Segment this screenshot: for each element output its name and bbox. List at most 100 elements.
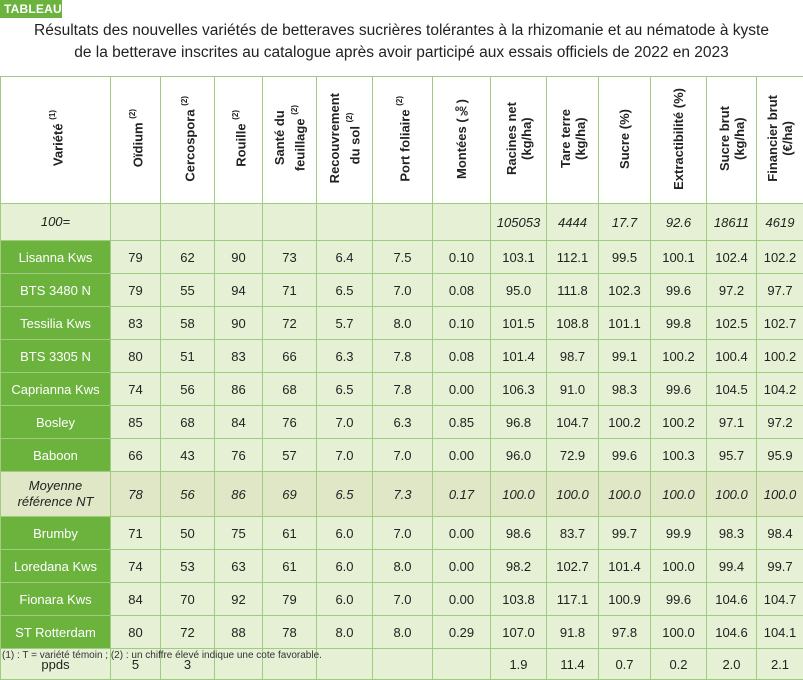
title-line-2: de la betterave inscrites au catalogue a… — [0, 42, 803, 64]
cell-sucre-brut: 99.4 — [707, 550, 757, 583]
column-header-label: Port foliaire (2) — [392, 96, 412, 182]
cell-extractibilite: 100.2 — [651, 406, 707, 439]
cell-sante-du: 73 — [263, 241, 317, 274]
cell-rouille: 88 — [215, 616, 263, 649]
cell-sucre-brut: 102.4 — [707, 241, 757, 274]
column-header-variete: Variété (1) — [1, 77, 111, 204]
variety-name: BTS 3305 N — [1, 340, 111, 373]
cell-racines-net: 98.6 — [491, 517, 547, 550]
variety-name: Fionara Kws — [1, 583, 111, 616]
cell-cercospora: 51 — [161, 340, 215, 373]
column-header-extractibilite: Extractibilité (%) — [651, 77, 707, 204]
cell-montees: 0.08 — [433, 274, 491, 307]
cell-extractibilite: 92.6 — [651, 204, 707, 241]
cell-recouvrement: 6.3 — [317, 340, 373, 373]
column-header-label: Racines net(kg/ha) — [504, 102, 534, 175]
cell-extractibilite: 99.6 — [651, 373, 707, 406]
cell-sucre-brut: 100.4 — [707, 340, 757, 373]
cell-recouvrement: 8.0 — [317, 616, 373, 649]
cell-tare-terre: 98.7 — [547, 340, 599, 373]
cell-recouvrement: 6.5 — [317, 274, 373, 307]
cell-montees: 0.17 — [433, 472, 491, 517]
variety-name: BTS 3480 N — [1, 274, 111, 307]
cell-tare-terre: 117.1 — [547, 583, 599, 616]
cell-sucre: 100.9 — [599, 583, 651, 616]
column-header-label: Oïdium (2) — [125, 109, 145, 167]
cell-sucre-brut: 97.2 — [707, 274, 757, 307]
cell-montees — [433, 204, 491, 241]
column-header-label: Sucre brut(kg/ha) — [717, 106, 747, 171]
cell-sucre: 102.3 — [599, 274, 651, 307]
cell-oidium: 78 — [111, 472, 161, 517]
cell-financier-brut: 102.7 — [757, 307, 803, 340]
header-row: Variété (1)Oïdium (2)Cercospora (2)Rouil… — [1, 77, 803, 204]
cell-tare-terre: 100.0 — [547, 472, 599, 517]
column-header-label: Variété (1) — [45, 110, 65, 166]
cell-cercospora: 56 — [161, 472, 215, 517]
cell-rouille: 75 — [215, 517, 263, 550]
cell-financier-brut: 104.1 — [757, 616, 803, 649]
cell-financier-brut: 100.0 — [757, 472, 803, 517]
cell-sucre-brut: 102.5 — [707, 307, 757, 340]
cell-tare-terre: 83.7 — [547, 517, 599, 550]
cell-financier-brut: 4619 — [757, 204, 803, 241]
cell-sucre-brut: 18611 — [707, 204, 757, 241]
cell-oidium: 84 — [111, 583, 161, 616]
cell-recouvrement: 6.4 — [317, 241, 373, 274]
cell-extractibilite: 99.9 — [651, 517, 707, 550]
cell-montees: 0.00 — [433, 373, 491, 406]
variety-name: Lisanna Kws — [1, 241, 111, 274]
table-header: Variété (1)Oïdium (2)Cercospora (2)Rouil… — [1, 77, 803, 204]
cell-rouille: 90 — [215, 241, 263, 274]
cell-racines-net: 101.4 — [491, 340, 547, 373]
cell-port-foliaire: 7.8 — [373, 340, 433, 373]
cell-racines-net: 98.2 — [491, 550, 547, 583]
cell-recouvrement: 6.5 — [317, 472, 373, 517]
column-header-sucre-brut: Sucre brut(kg/ha) — [707, 77, 757, 204]
cell-sucre: 97.8 — [599, 616, 651, 649]
cell-tare-terre: 108.8 — [547, 307, 599, 340]
column-header-label: Tare terre(kg/ha) — [558, 109, 588, 168]
cell-racines-net: 106.3 — [491, 373, 547, 406]
cell-financier-brut: 2.1 — [757, 649, 803, 680]
cell-extractibilite: 99.8 — [651, 307, 707, 340]
cell-port-foliaire: 7.8 — [373, 373, 433, 406]
cell-sucre: 100.2 — [599, 406, 651, 439]
cell-sante-du — [263, 204, 317, 241]
cell-tare-terre: 111.8 — [547, 274, 599, 307]
cell-financier-brut: 100.2 — [757, 340, 803, 373]
cell-cercospora: 55 — [161, 274, 215, 307]
cell-oidium — [111, 204, 161, 241]
cell-sucre-brut: 97.1 — [707, 406, 757, 439]
cell-cercospora: 53 — [161, 550, 215, 583]
cell-racines-net: 107.0 — [491, 616, 547, 649]
cell-rouille: 86 — [215, 472, 263, 517]
cell-oidium: 80 — [111, 340, 161, 373]
variety-name: Caprianna Kws — [1, 373, 111, 406]
cell-oidium: 79 — [111, 274, 161, 307]
cell-port-foliaire: 7.0 — [373, 517, 433, 550]
cell-tare-terre: 4444 — [547, 204, 599, 241]
cell-sucre-brut: 104.5 — [707, 373, 757, 406]
cell-sante-du: 57 — [263, 439, 317, 472]
cell-cercospora: 72 — [161, 616, 215, 649]
cell-montees: 0.85 — [433, 406, 491, 439]
cell-recouvrement: 6.0 — [317, 517, 373, 550]
results-table: Variété (1)Oïdium (2)Cercospora (2)Rouil… — [0, 76, 803, 680]
cell-financier-brut: 99.7 — [757, 550, 803, 583]
cell-rouille: 90 — [215, 307, 263, 340]
cell-port-foliaire: 7.0 — [373, 274, 433, 307]
cell-extractibilite: 100.0 — [651, 550, 707, 583]
cell-sucre: 99.1 — [599, 340, 651, 373]
cell-montees: 0.08 — [433, 340, 491, 373]
cell-recouvrement — [317, 649, 373, 680]
cell-extractibilite: 99.6 — [651, 274, 707, 307]
cell-port-foliaire: 7.0 — [373, 439, 433, 472]
